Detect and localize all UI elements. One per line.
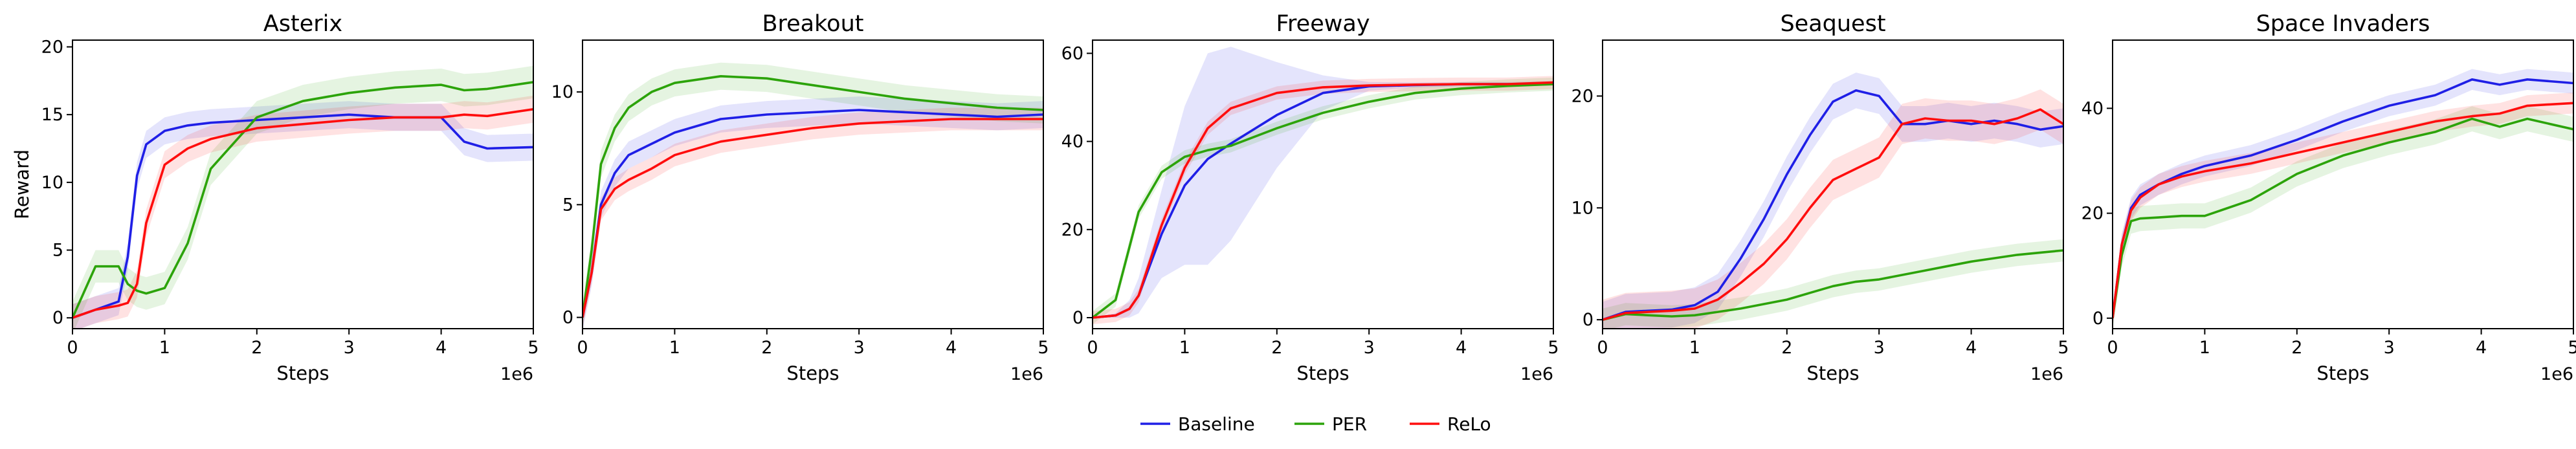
x-offset-label: 1e6	[2030, 364, 2063, 384]
band-baseline	[1093, 47, 1553, 318]
y-tick-label: 10	[1571, 198, 1593, 218]
y-tick-label: 0	[1072, 308, 1083, 328]
panel-breakout: 0 1 2 3 4 5 0 5 10 Breakout Steps 1e6	[551, 11, 1049, 384]
y-tick-label: 40	[1061, 132, 1083, 152]
x-tick-label: 3	[854, 338, 865, 358]
y-tick-label: 0	[2093, 309, 2104, 329]
legend-label-per: PER	[1332, 413, 1367, 435]
axes-frame	[1602, 39, 2064, 329]
x-tick-label: 3	[344, 338, 355, 358]
band-relo	[2113, 93, 2573, 329]
x-tick-label: 4	[436, 338, 447, 358]
band-relo	[1093, 76, 1553, 325]
x-tick-label: 0	[1087, 338, 1098, 358]
line-baseline	[2113, 78, 2573, 319]
panel-space-invaders: 0 1 2 3 4 5 0 20 40 Space Invaders Steps 1e6	[2082, 11, 2576, 384]
x-offset-label: 1e6	[1520, 364, 1553, 384]
line-per	[2113, 117, 2573, 319]
y-axis-label: Reward	[11, 149, 33, 219]
legend-label-relo: ReLo	[1447, 413, 1491, 435]
y-tick-label: 0	[52, 308, 63, 328]
x-axis-label: Steps	[786, 362, 839, 384]
x-tick-label: 2	[1781, 338, 1792, 358]
x-tick-label: 1	[1179, 338, 1190, 358]
x-tick-label: 2	[2291, 338, 2302, 358]
x-axis-label: Steps	[1296, 362, 1349, 384]
y-tick-label: 40	[2082, 98, 2104, 118]
plot-area	[1603, 72, 2063, 329]
x-tick-label: 3	[2384, 338, 2395, 358]
x-offset-label: 1e6	[2540, 364, 2573, 384]
x-tick-label: 0	[577, 338, 588, 358]
y-tick-label: 0	[562, 308, 573, 328]
x-tick-label: 2	[1271, 338, 1282, 358]
y-tick-label: 20	[41, 37, 63, 57]
x-tick-label: 0	[2107, 338, 2118, 358]
band-per	[2113, 106, 2573, 329]
x-axis-label: Steps	[2316, 362, 2369, 384]
band-per	[1603, 239, 2063, 329]
x-tick-label: 1	[1689, 338, 1700, 358]
plot-area	[583, 62, 1043, 329]
axes-frame	[1092, 39, 1554, 329]
y-tick-label: 10	[551, 82, 573, 102]
y-tick-label: 15	[41, 105, 63, 125]
band-per	[72, 65, 533, 329]
y-tick-label: 20	[1061, 220, 1083, 240]
y-tick-label: 20	[2082, 204, 2104, 224]
line-relo	[2113, 102, 2573, 319]
x-tick-label: 4	[1456, 338, 1467, 358]
axes-frame	[2112, 39, 2574, 329]
x-tick-label: 2	[761, 338, 772, 358]
chart-title: Asterix	[263, 11, 342, 37]
band-baseline	[1603, 72, 2063, 329]
x-tick-label: 4	[2476, 338, 2487, 358]
x-tick-label: 5	[2058, 338, 2069, 358]
y-tick-label: 0	[1582, 310, 1593, 330]
x-tick-label: 1	[2199, 338, 2210, 358]
x-tick-label: 0	[67, 338, 78, 358]
chart-title: Freeway	[1276, 11, 1370, 37]
plot-area	[1093, 47, 1553, 325]
x-tick-label: 1	[669, 338, 680, 358]
x-tick-label: 3	[1364, 338, 1375, 358]
band-relo	[72, 95, 533, 329]
chart-title: Seaquest	[1780, 11, 1885, 37]
axes-frame	[582, 39, 1044, 329]
y-tick-label: 10	[41, 173, 63, 193]
x-tick-label: 3	[1874, 338, 1885, 358]
y-tick-label: 20	[1571, 86, 1593, 106]
x-offset-label: 1e6	[1010, 364, 1043, 384]
band-relo	[1603, 89, 2063, 329]
plot-area	[72, 65, 533, 329]
panel-asterix: 0 1 2 3 4 5 0 5 10 15 20 Asterix Steps 1e6 Reward	[11, 11, 539, 384]
legend: Baseline PER ReLo	[1140, 413, 1491, 435]
x-tick-label: 1	[159, 338, 170, 358]
y-tick-label: 5	[52, 241, 63, 261]
x-axis-label: Steps	[276, 362, 329, 384]
x-offset-label: 1e6	[500, 364, 533, 384]
band-relo	[583, 107, 1043, 329]
x-tick-label: 0	[1597, 338, 1608, 358]
x-tick-label: 4	[1966, 338, 1977, 358]
plot-area	[2113, 69, 2573, 329]
x-tick-label: 5	[1548, 338, 1559, 358]
axes-frame	[72, 39, 534, 329]
y-tick-label: 60	[1061, 43, 1083, 63]
chart-title: Space Invaders	[2256, 11, 2430, 37]
x-tick-label: 5	[1038, 338, 1049, 358]
x-tick-label: 5	[2568, 338, 2576, 358]
chart-title: Breakout	[762, 11, 864, 37]
x-tick-label: 4	[946, 338, 957, 358]
x-tick-label: 5	[527, 338, 539, 358]
legend-label-baseline: Baseline	[1178, 413, 1255, 435]
panel-freeway: 0 1 2 3 4 5 0 20 40 60 Freeway Steps 1e6	[1061, 11, 1559, 384]
x-tick-label: 2	[251, 338, 262, 358]
y-tick-label: 5	[562, 195, 573, 215]
panel-seaquest: 0 1 2 3 4 5 0 10 20 Seaquest Steps 1e6	[1571, 11, 2069, 384]
x-axis-label: Steps	[1806, 362, 1859, 384]
